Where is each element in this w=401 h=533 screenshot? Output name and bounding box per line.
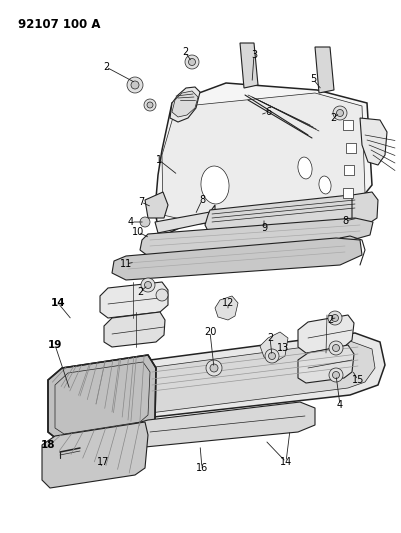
- Polygon shape: [122, 341, 374, 413]
- Polygon shape: [205, 195, 367, 235]
- Polygon shape: [239, 43, 257, 88]
- Text: 14: 14: [279, 457, 292, 467]
- Circle shape: [328, 368, 342, 382]
- Text: 1: 1: [156, 155, 162, 165]
- Text: 5: 5: [309, 74, 315, 84]
- Circle shape: [188, 59, 195, 66]
- Text: 20: 20: [203, 327, 216, 337]
- Circle shape: [205, 360, 221, 376]
- Circle shape: [156, 289, 168, 301]
- Text: 2: 2: [103, 62, 109, 72]
- Polygon shape: [170, 87, 200, 122]
- Circle shape: [268, 352, 275, 359]
- Polygon shape: [172, 91, 198, 117]
- Circle shape: [131, 81, 139, 89]
- Circle shape: [336, 109, 342, 117]
- Polygon shape: [42, 422, 148, 488]
- Circle shape: [140, 217, 150, 227]
- Polygon shape: [259, 332, 287, 362]
- Text: 12: 12: [221, 298, 234, 308]
- Polygon shape: [155, 205, 215, 233]
- Circle shape: [332, 372, 339, 378]
- Polygon shape: [155, 83, 371, 240]
- Text: 10: 10: [132, 227, 144, 237]
- Circle shape: [209, 364, 217, 372]
- Text: 2: 2: [181, 47, 188, 57]
- Ellipse shape: [200, 166, 229, 204]
- Text: 4: 4: [336, 400, 342, 410]
- Text: 8: 8: [198, 195, 205, 205]
- Circle shape: [332, 344, 339, 351]
- Circle shape: [147, 102, 153, 108]
- FancyBboxPatch shape: [345, 143, 355, 153]
- Polygon shape: [297, 345, 353, 383]
- Text: 11: 11: [119, 259, 132, 269]
- Text: 2: 2: [329, 113, 335, 123]
- Ellipse shape: [297, 157, 311, 179]
- Text: 9: 9: [260, 223, 266, 233]
- Polygon shape: [359, 118, 386, 165]
- FancyBboxPatch shape: [342, 120, 352, 130]
- Polygon shape: [162, 93, 364, 220]
- Polygon shape: [130, 402, 314, 447]
- Text: 13: 13: [276, 343, 288, 353]
- Text: 92107 100 A: 92107 100 A: [18, 18, 100, 31]
- FancyBboxPatch shape: [343, 165, 353, 175]
- Circle shape: [327, 311, 341, 325]
- Text: 19: 19: [48, 340, 62, 350]
- Polygon shape: [145, 192, 168, 218]
- Text: 7: 7: [138, 197, 144, 207]
- Text: 16: 16: [195, 463, 208, 473]
- Polygon shape: [100, 282, 168, 318]
- Polygon shape: [104, 312, 164, 347]
- Circle shape: [331, 314, 338, 321]
- Text: 14: 14: [51, 298, 65, 308]
- Text: 17: 17: [97, 457, 109, 467]
- Text: 4: 4: [128, 217, 134, 227]
- Polygon shape: [112, 238, 361, 280]
- Text: 2: 2: [326, 315, 332, 325]
- Polygon shape: [140, 218, 372, 256]
- Polygon shape: [351, 192, 377, 224]
- FancyBboxPatch shape: [342, 188, 352, 198]
- Text: 2: 2: [136, 287, 143, 297]
- Ellipse shape: [318, 176, 330, 194]
- Circle shape: [184, 55, 198, 69]
- Text: 8: 8: [341, 216, 347, 226]
- Text: 3: 3: [250, 50, 256, 60]
- Polygon shape: [115, 333, 384, 418]
- Text: 6: 6: [264, 107, 270, 117]
- Text: 15: 15: [351, 375, 363, 385]
- Polygon shape: [297, 315, 353, 353]
- Text: 2: 2: [266, 333, 272, 343]
- Circle shape: [127, 77, 143, 93]
- Circle shape: [141, 278, 155, 292]
- Circle shape: [144, 281, 151, 288]
- Polygon shape: [314, 47, 333, 93]
- Circle shape: [264, 349, 278, 363]
- Polygon shape: [48, 355, 156, 440]
- Circle shape: [144, 99, 156, 111]
- Circle shape: [328, 341, 342, 355]
- Circle shape: [332, 106, 346, 120]
- Text: 18: 18: [41, 440, 55, 450]
- Polygon shape: [215, 296, 237, 320]
